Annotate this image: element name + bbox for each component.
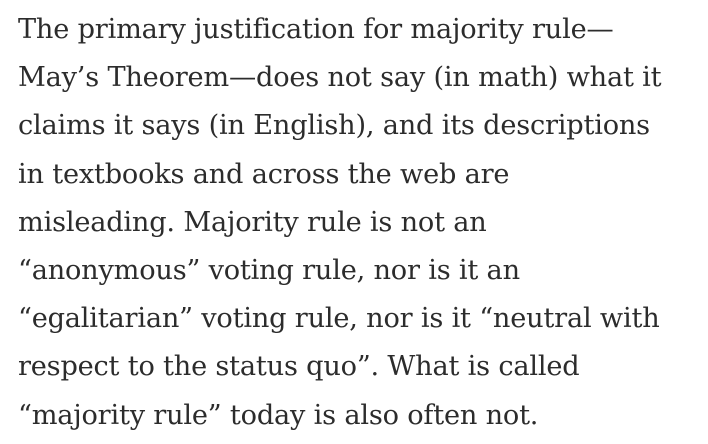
paragraph-line: The primary justification for majority r…: [18, 14, 614, 45]
paragraph-line: respect to the status quo”. What is call…: [18, 351, 580, 383]
paragraph-line: “majority rule” today is also often not.: [18, 399, 539, 431]
paragraph-line: misleading. Majority rule is not an: [18, 206, 487, 238]
article-paragraph: The primary justification for majority r…: [18, 6, 706, 440]
paragraph-line: in textbooks and across the web are: [18, 158, 510, 190]
paragraph-line: “egalitarian” voting rule, nor is it “ne…: [18, 303, 660, 335]
paragraph-line: “anonymous” voting rule, nor is it an: [18, 255, 520, 287]
paragraph-line: May’s Theorem—does not say (in math) wha…: [18, 62, 662, 94]
paragraph-line: claims it says (in English), and its des…: [18, 110, 650, 142]
